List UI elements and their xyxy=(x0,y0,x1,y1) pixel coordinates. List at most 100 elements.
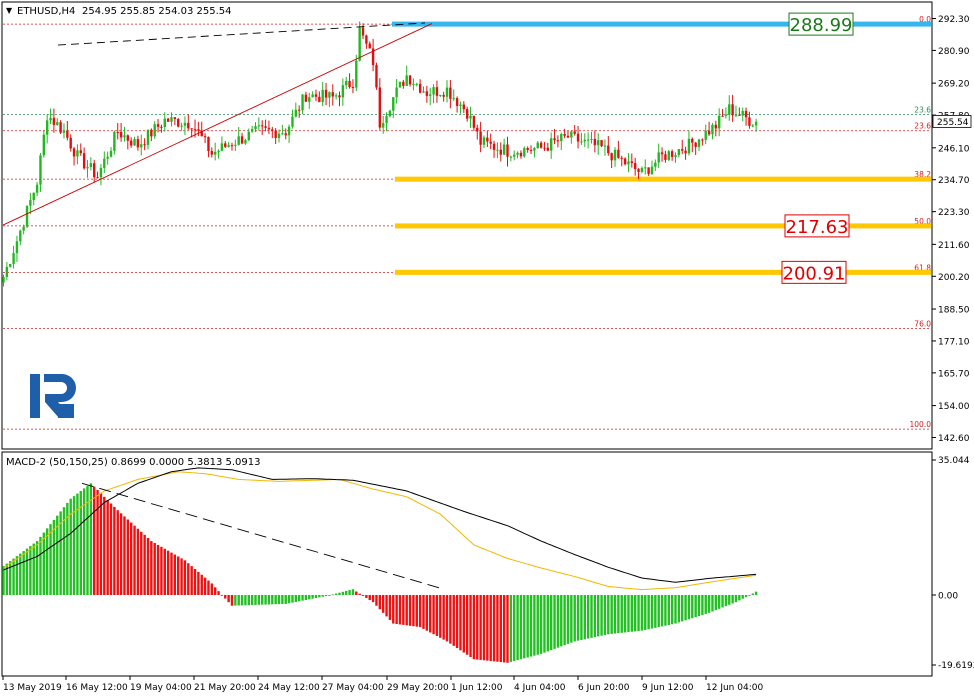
macd-signal-line xyxy=(3,471,757,591)
macd-histogram-bar xyxy=(365,595,368,598)
macd-histogram-bar xyxy=(576,595,580,641)
candle-body xyxy=(526,148,529,151)
macd-histogram-bar xyxy=(193,568,197,595)
macd-histogram-bar xyxy=(103,496,106,595)
candle-body xyxy=(197,129,200,131)
level-band-382 xyxy=(395,176,931,182)
candle-body xyxy=(294,109,298,117)
macd-histogram-bar xyxy=(2,566,5,595)
macd-histogram-bar xyxy=(623,595,627,633)
candle-body xyxy=(190,128,193,130)
macd-histogram-bar xyxy=(99,493,103,595)
macd-histogram-bar xyxy=(650,595,654,629)
candle-body xyxy=(304,94,308,102)
macd-histogram-bar xyxy=(412,595,415,627)
macd-histogram-bar xyxy=(59,511,62,595)
candle-body xyxy=(86,167,89,169)
candle-body xyxy=(600,140,603,147)
candle-body xyxy=(553,138,556,141)
candle-body xyxy=(502,144,506,155)
macd-histogram-bar xyxy=(297,595,301,602)
candle-body xyxy=(133,139,136,146)
macd-histogram-bar xyxy=(187,563,190,595)
macd-main-line xyxy=(3,467,757,583)
macd-histogram-bar xyxy=(180,558,183,595)
macd-histogram-bar xyxy=(361,595,365,596)
time-axis-label: 13 May 2019 xyxy=(3,683,62,693)
candle-body xyxy=(358,27,361,61)
candle-body xyxy=(49,117,52,121)
macd-histogram-bar xyxy=(425,595,429,631)
macd-histogram-bar xyxy=(593,595,597,638)
candle-body xyxy=(287,126,291,136)
candle-body xyxy=(563,134,566,136)
candle-body xyxy=(234,144,237,146)
macd-histogram-bar xyxy=(207,580,210,595)
candle-body xyxy=(455,98,459,106)
symbol-dropdown-icon[interactable]: ▼ xyxy=(6,6,13,15)
macd-histogram-bar xyxy=(613,595,617,634)
macd-histogram-bar xyxy=(308,595,311,600)
macd-histogram-bar xyxy=(173,554,177,595)
macd-histogram-bar xyxy=(392,595,395,624)
candle-body xyxy=(657,152,660,163)
candle-body xyxy=(731,104,734,116)
candle-body xyxy=(365,35,368,44)
candle-body xyxy=(465,109,469,119)
macd-histogram-bar xyxy=(39,536,42,595)
candle-body xyxy=(35,184,39,193)
candle-body xyxy=(25,205,29,227)
candle-body xyxy=(398,81,402,88)
macd-histogram-bar xyxy=(284,595,287,604)
candle-body xyxy=(583,139,586,142)
candle-body xyxy=(348,80,351,88)
macd-histogram-bar xyxy=(271,595,274,605)
candle-body xyxy=(560,134,563,142)
macd-histogram-bar xyxy=(523,595,526,659)
macd-histogram-bar xyxy=(254,595,257,605)
candle-body xyxy=(254,126,257,130)
time-axis-label: 29 May 20:00 xyxy=(387,683,449,693)
macd-histogram-bar xyxy=(654,595,657,628)
macd-histogram-bar xyxy=(311,595,314,599)
macd-histogram-bar xyxy=(351,589,355,595)
time-axis-label: 1 Jun 12:00 xyxy=(451,683,503,693)
candle-body xyxy=(224,143,227,147)
candle-body xyxy=(314,94,318,97)
macd-histogram-bar xyxy=(150,541,153,595)
macd-histogram-bar xyxy=(334,593,338,595)
candle-body xyxy=(180,125,183,127)
candle-body xyxy=(69,137,72,149)
candle-body xyxy=(640,167,644,172)
macd-histogram-bar xyxy=(744,595,748,598)
candle-body xyxy=(371,48,375,66)
price-axis-label: 177.10 xyxy=(938,337,970,347)
candle-body xyxy=(573,131,576,134)
level-band-0 xyxy=(392,21,931,27)
candle-body xyxy=(724,114,728,116)
macd-histogram-bar xyxy=(304,595,308,600)
candle-body xyxy=(459,104,462,106)
macd-histogram-bar xyxy=(734,595,738,603)
macd-histogram-bar xyxy=(724,595,728,607)
macd-histogram-bar xyxy=(345,590,348,595)
macd-histogram-bar xyxy=(12,558,15,595)
macd-histogram-bar xyxy=(341,591,345,595)
candle-body xyxy=(529,150,533,152)
macd-histogram-bar xyxy=(35,541,39,595)
macd-histogram-bar xyxy=(170,552,173,595)
macd-histogram-bar xyxy=(502,595,506,663)
price-callout-label: 200.91 xyxy=(783,263,846,284)
macd-histogram-bar xyxy=(711,595,714,612)
candle-body xyxy=(496,149,499,151)
candle-body xyxy=(381,123,385,128)
macd-histogram-bar xyxy=(76,493,79,595)
candle-body xyxy=(681,149,684,151)
candle-body xyxy=(177,119,180,127)
macd-histogram-bar xyxy=(294,595,298,602)
candle-body xyxy=(217,150,220,152)
macd-histogram-bar xyxy=(563,595,566,646)
candle-body xyxy=(711,124,714,135)
time-axis-label: 16 May 12:00 xyxy=(66,683,128,693)
